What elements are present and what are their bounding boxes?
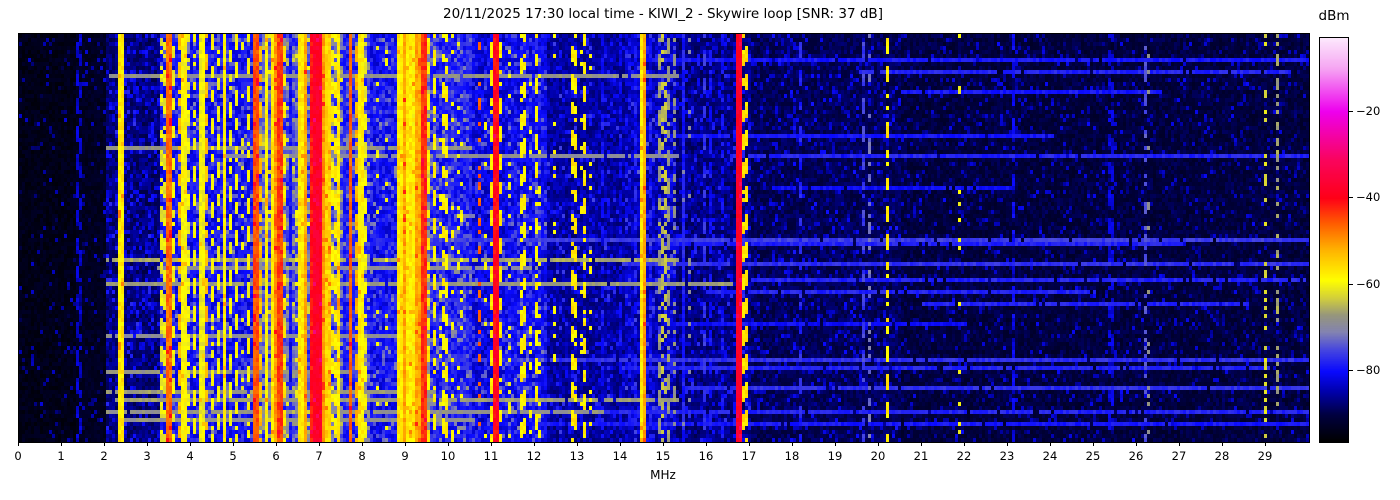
figure-title: 20/11/2025 17:30 local time - KIWI_2 - S… — [443, 6, 883, 22]
colorbar-tick-mark — [1349, 283, 1353, 285]
x-tick-label: 27 — [1171, 449, 1187, 463]
x-tick-label: 26 — [1128, 449, 1144, 463]
x-tick-label: 14 — [612, 449, 628, 463]
colorbar-gradient — [1319, 37, 1349, 443]
x-tick-label: 11 — [483, 449, 499, 463]
x-tick-mark — [792, 442, 793, 446]
x-tick-mark — [1050, 442, 1051, 446]
x-tick-label: 1 — [57, 449, 65, 463]
x-tick-label: 2 — [100, 449, 108, 463]
x-tick-label: 16 — [698, 449, 714, 463]
x-tick-mark — [1179, 442, 1180, 446]
colorbar-tick-label: −80 — [1356, 363, 1381, 378]
x-tick-label: 28 — [1214, 449, 1230, 463]
waterfall-heatmap — [18, 33, 1310, 443]
x-tick-label: 17 — [741, 449, 757, 463]
x-tick-label: 13 — [569, 449, 585, 463]
x-tick-label: 6 — [272, 449, 280, 463]
colorbar-tick-label: −20 — [1356, 103, 1381, 118]
x-tick-mark — [448, 442, 449, 446]
colorbar-tick-label: −40 — [1356, 190, 1381, 205]
x-tick-mark — [190, 442, 191, 446]
x-tick-label: 29 — [1257, 449, 1273, 463]
x-tick-mark — [620, 442, 621, 446]
x-tick-mark — [1093, 442, 1094, 446]
x-tick-label: 10 — [440, 449, 456, 463]
x-tick-mark — [577, 442, 578, 446]
x-tick-mark — [964, 442, 965, 446]
x-tick-mark — [104, 442, 105, 446]
x-tick-label: 22 — [956, 449, 972, 463]
x-tick-mark — [362, 442, 363, 446]
x-tick-mark — [1265, 442, 1266, 446]
x-tick-mark — [61, 442, 62, 446]
x-tick-mark — [405, 442, 406, 446]
x-tick-label: 18 — [784, 449, 800, 463]
x-tick-mark — [921, 442, 922, 446]
colorbar-tick-mark — [1349, 197, 1353, 199]
x-tick-label: 19 — [827, 449, 843, 463]
x-tick-label: 7 — [315, 449, 323, 463]
colorbar-tick-label: −60 — [1356, 276, 1381, 291]
x-tick-mark — [706, 442, 707, 446]
colorbar-unit-label: dBm — [1318, 8, 1350, 24]
x-tick-mark — [491, 442, 492, 446]
x-tick-label: 24 — [1042, 449, 1058, 463]
x-tick-mark — [1007, 442, 1008, 446]
colorbar-tick-mark — [1349, 370, 1353, 372]
x-tick-label: 9 — [401, 449, 409, 463]
colorbar-tick-mark — [1349, 110, 1353, 112]
x-tick-mark — [233, 442, 234, 446]
x-tick-label: 21 — [913, 449, 929, 463]
x-tick-mark — [147, 442, 148, 446]
x-tick-mark — [534, 442, 535, 446]
x-tick-mark — [878, 442, 879, 446]
x-tick-label: 0 — [14, 449, 22, 463]
x-tick-label: 23 — [999, 449, 1015, 463]
x-tick-mark — [1222, 442, 1223, 446]
x-tick-mark — [1136, 442, 1137, 446]
x-axis-label: MHz — [650, 468, 676, 482]
x-tick-label: 12 — [526, 449, 542, 463]
x-tick-label: 25 — [1085, 449, 1101, 463]
x-tick-mark — [18, 442, 19, 446]
x-tick-mark — [663, 442, 664, 446]
x-tick-mark — [749, 442, 750, 446]
x-tick-mark — [276, 442, 277, 446]
x-tick-mark — [835, 442, 836, 446]
x-tick-label: 15 — [655, 449, 671, 463]
x-tick-label: 3 — [143, 449, 151, 463]
x-tick-mark — [319, 442, 320, 446]
x-tick-label: 5 — [229, 449, 237, 463]
x-tick-label: 20 — [870, 449, 886, 463]
x-tick-label: 8 — [358, 449, 366, 463]
x-tick-label: 4 — [186, 449, 194, 463]
